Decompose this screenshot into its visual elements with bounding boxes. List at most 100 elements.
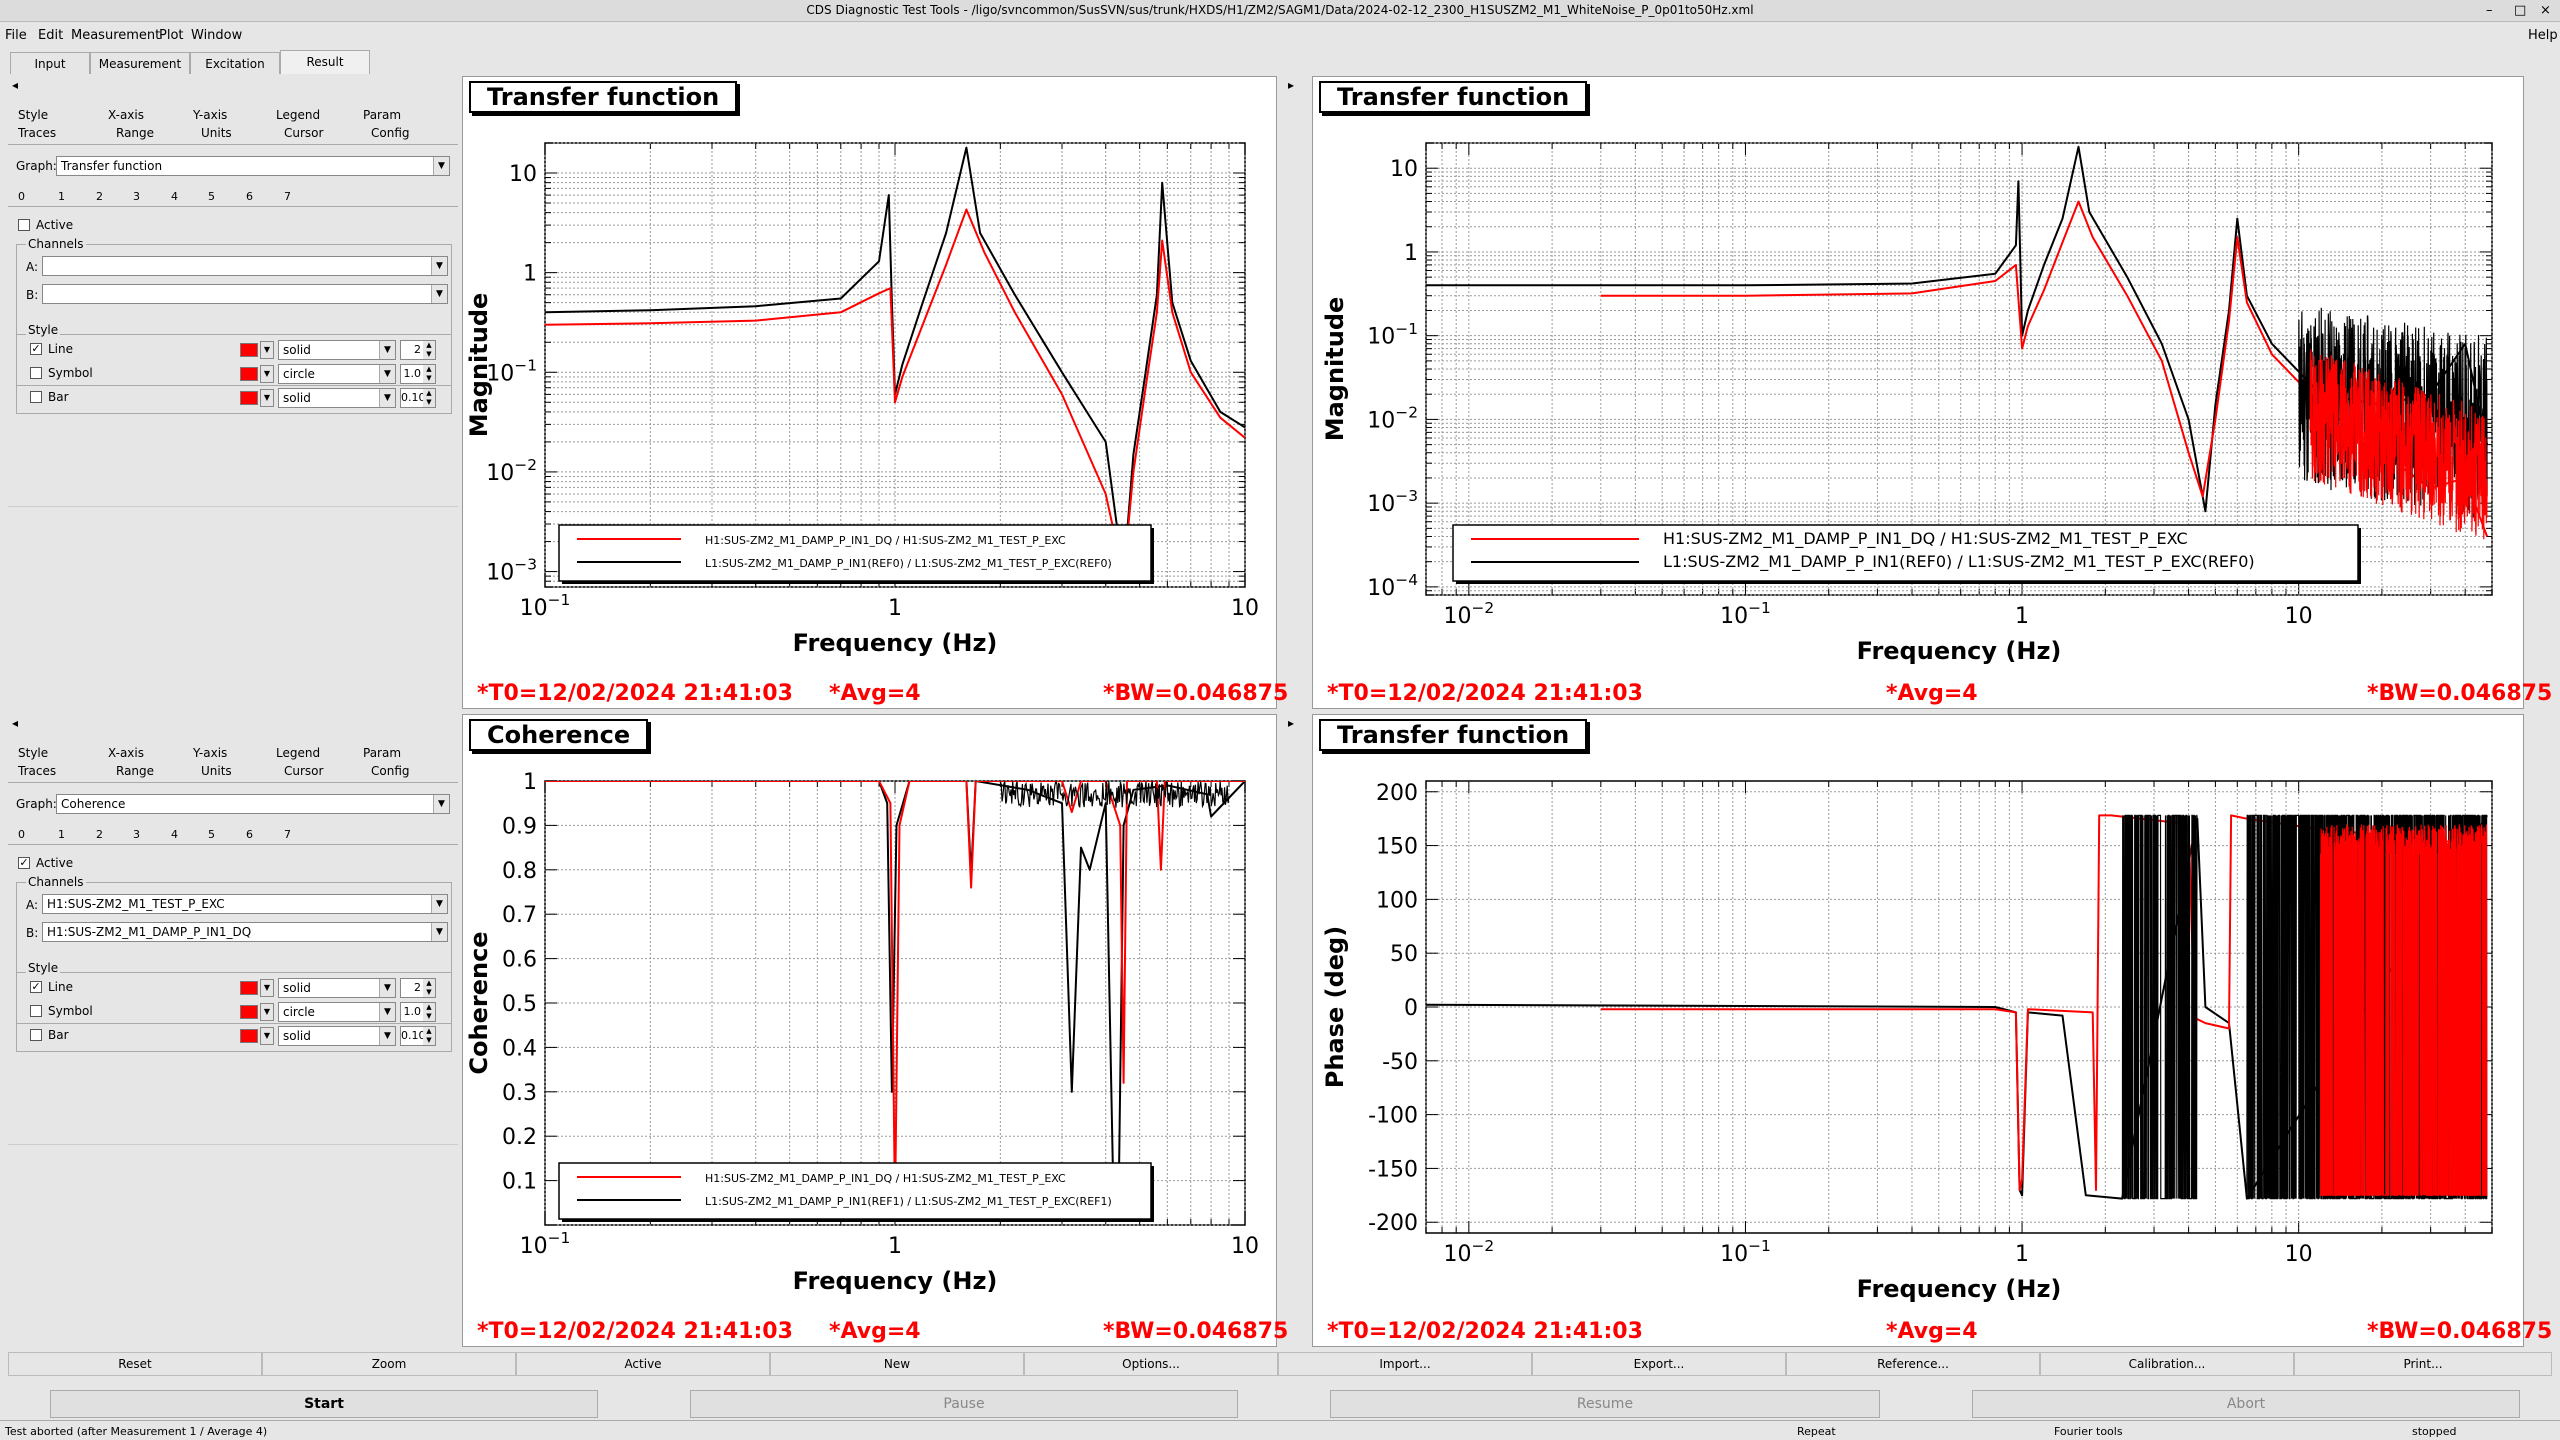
symbol-checkbox[interactable] [30, 367, 42, 379]
new-button[interactable]: New [770, 1352, 1024, 1376]
line-style-select[interactable]: solid ▼ [278, 340, 396, 360]
trace-tab-0[interactable]: 0 [18, 190, 25, 203]
spin-up-icon[interactable]: ▲ [423, 979, 435, 988]
start-button[interactable]: Start [50, 1390, 598, 1418]
symbol-color-swatch[interactable] [240, 367, 258, 381]
chevron-down-icon[interactable]: ▼ [260, 341, 274, 359]
bar-checkbox[interactable] [30, 1029, 42, 1041]
subtab-x-axis[interactable]: X-axis [108, 108, 144, 122]
plot-panel-bottom-right[interactable]: Transfer function 10−2 10−1 1 10 200 150 100 50… [1312, 714, 2552, 1347]
channel-a-select[interactable]: ▼ [42, 256, 448, 276]
subtab-cursor[interactable]: Cursor [284, 126, 324, 140]
line-color-swatch[interactable] [240, 343, 258, 357]
trace-tab-7[interactable]: 7 [284, 190, 291, 203]
calibration-button[interactable]: Calibration... [2040, 1352, 2294, 1376]
magnitude-plot-right[interactable]: 10−2 10−1 1 10 10 1 10−1 10−2 10−3 10−4 Frequency … [1313, 77, 2525, 677]
chevron-down-icon[interactable]: ▼ [260, 979, 274, 997]
menu-plot[interactable]: Plot [159, 28, 184, 43]
spin-up-icon[interactable]: ▲ [423, 341, 435, 350]
symbol-style-select[interactable]: circle ▼ [278, 364, 396, 384]
subtab-param[interactable]: Param [363, 108, 402, 122]
symbol-color-swatch[interactable] [240, 1005, 258, 1019]
bar-color-swatch[interactable] [240, 391, 258, 405]
line-style-select[interactable]: solid ▼ [278, 978, 396, 998]
channel-b-select[interactable]: ▼ [42, 284, 448, 304]
spin-down-icon[interactable]: ▼ [423, 398, 435, 407]
trace-tab-4[interactable]: 4 [171, 828, 178, 841]
subtab-legend[interactable]: Legend [276, 746, 321, 760]
line-checkbox[interactable]: ✓ [30, 980, 42, 993]
subtab-units[interactable]: Units [201, 126, 232, 140]
spin-down-icon[interactable]: ▼ [423, 1036, 435, 1045]
collapse-left-icon[interactable]: ◂ [12, 716, 19, 730]
subtab-y-axis[interactable]: Y-axis [193, 108, 228, 122]
menu-edit[interactable]: Edit [38, 28, 64, 43]
symbol-size-spinner[interactable]: 1.0 ▲ ▼ [400, 364, 436, 384]
plot-panel-bottom-left[interactable]: Coherence 10−1 1 10 0.1 0.2 0.3 0.4 0.5 0.6 0.7 0.… [462, 714, 1288, 1347]
subtab-traces[interactable]: Traces [18, 126, 57, 140]
pause-button[interactable]: Pause [690, 1390, 1238, 1418]
trace-tab-5[interactable]: 5 [208, 828, 215, 841]
subtab-range[interactable]: Range [116, 764, 155, 778]
menu-window[interactable]: Window [191, 28, 243, 43]
graph-select[interactable]: Transfer function ▼ [56, 156, 450, 176]
menu-file[interactable]: File [5, 28, 27, 43]
trace-tab-1[interactable]: 1 [58, 190, 65, 203]
spin-up-icon[interactable]: ▲ [423, 389, 435, 398]
magnitude-plot-left[interactable]: 10−1 1 10 10 1 10−1 10−2 10−3 Frequency (Hz) Magn… [463, 77, 1278, 677]
bar-checkbox[interactable] [30, 391, 42, 403]
bar-color-swatch[interactable] [240, 1029, 258, 1043]
subtab-config[interactable]: Config [371, 764, 410, 778]
bar-style-select[interactable]: solid ▼ [278, 388, 396, 408]
spin-down-icon[interactable]: ▼ [423, 988, 435, 997]
trace-tab-5[interactable]: 5 [208, 190, 215, 203]
bar-size-spinner[interactable]: 0.10 ▲ ▼ [400, 388, 436, 408]
menu-measurement[interactable]: Measurement [71, 28, 161, 43]
bar-size-spinner[interactable]: 0.10 ▲ ▼ [400, 1026, 436, 1046]
print-button[interactable]: Print... [2294, 1352, 2552, 1376]
chevron-down-icon[interactable]: ▼ [260, 1027, 274, 1045]
spin-up-icon[interactable]: ▲ [423, 1003, 435, 1012]
subtab-x-axis[interactable]: X-axis [108, 746, 144, 760]
phase-plot[interactable]: 10−2 10−1 1 10 200 150 100 50 0 -50 -100 -150 -200 Fr… [1313, 715, 2525, 1315]
subtab-range[interactable]: Range [116, 126, 155, 140]
options-button[interactable]: Options... [1024, 1352, 1278, 1376]
trace-tab-0[interactable]: 0 [18, 828, 25, 841]
chevron-down-icon[interactable]: ▼ [260, 365, 274, 383]
expand-right-icon[interactable]: ▸ [1288, 78, 1295, 92]
zoom-button[interactable]: Zoom [262, 1352, 516, 1376]
trace-tab-1[interactable]: 1 [58, 828, 65, 841]
subtab-style[interactable]: Style [18, 746, 49, 760]
expand-right-icon[interactable]: ▸ [1288, 716, 1295, 730]
subtab-param[interactable]: Param [363, 746, 402, 760]
menu-help[interactable]: Help [2528, 28, 2558, 43]
spin-down-icon[interactable]: ▼ [423, 350, 435, 359]
active-checkbox[interactable] [18, 219, 30, 231]
spin-up-icon[interactable]: ▲ [423, 365, 435, 374]
symbol-style-select[interactable]: circle ▼ [278, 1002, 396, 1022]
reference-button[interactable]: Reference... [1786, 1352, 2040, 1376]
subtab-units[interactable]: Units [201, 764, 232, 778]
symbol-checkbox[interactable] [30, 1005, 42, 1017]
subtab-config[interactable]: Config [371, 126, 410, 140]
plot-panel-top-right[interactable]: Transfer function 10−2 10−1 1 10 10 1 10−1 10−2… [1312, 76, 2552, 709]
line-size-spinner[interactable]: 2 ▲ ▼ [400, 340, 436, 360]
trace-tab-7[interactable]: 7 [284, 828, 291, 841]
trace-tab-2[interactable]: 2 [96, 190, 103, 203]
close-icon[interactable]: × [2540, 3, 2551, 18]
spin-down-icon[interactable]: ▼ [423, 374, 435, 383]
reset-button[interactable]: Reset [8, 1352, 262, 1376]
subtab-legend[interactable]: Legend [276, 108, 321, 122]
trace-tab-3[interactable]: 3 [133, 828, 140, 841]
resume-button[interactable]: Resume [1330, 1390, 1880, 1418]
trace-tab-4[interactable]: 4 [171, 190, 178, 203]
line-color-swatch[interactable] [240, 981, 258, 995]
coherence-plot[interactable]: 10−1 1 10 0.1 0.2 0.3 0.4 0.5 0.6 0.7 0.8 0.9 1 Frequ… [463, 715, 1278, 1315]
export-button[interactable]: Export... [1532, 1352, 1786, 1376]
subtab-style[interactable]: Style [18, 108, 49, 122]
subtab-traces[interactable]: Traces [18, 764, 57, 778]
chevron-down-icon[interactable]: ▼ [260, 1003, 274, 1021]
trace-tab-6[interactable]: 6 [246, 828, 253, 841]
subtab-y-axis[interactable]: Y-axis [193, 746, 228, 760]
tab-excitation[interactable]: Excitation [190, 52, 280, 74]
